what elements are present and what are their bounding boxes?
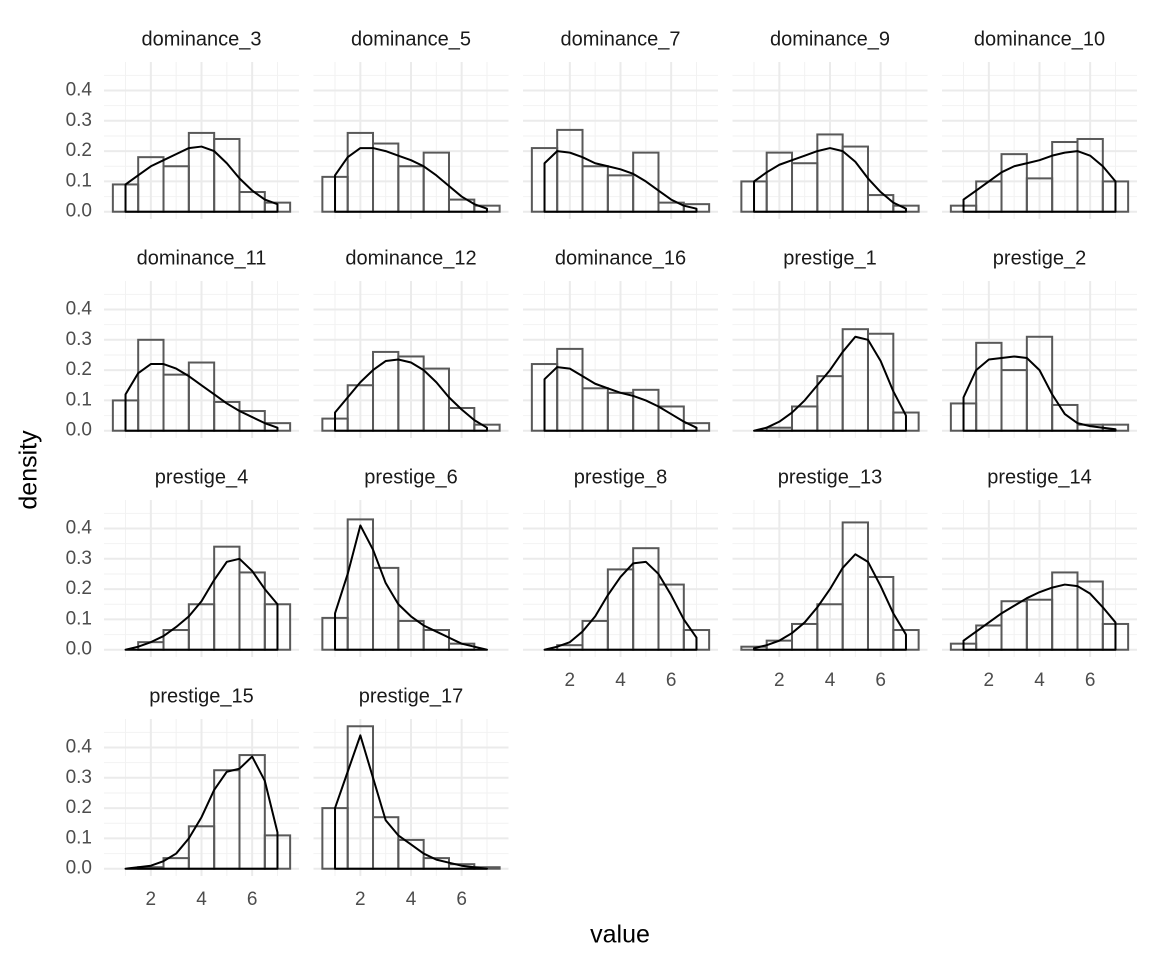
x-tick-label: 2 bbox=[774, 670, 785, 691]
strip-title: dominance_12 bbox=[345, 247, 476, 269]
panel: prestige_4 0.0 0.1 0.2 0.3 0.4 bbox=[66, 466, 299, 660]
y-tick-label: 0.4 bbox=[66, 299, 93, 320]
x-tick-label: 2 bbox=[984, 670, 995, 691]
y-tick-label: 0.1 bbox=[66, 827, 92, 848]
panel: dominance_7 bbox=[523, 28, 718, 219]
density-curve bbox=[334, 524, 488, 651]
y-tick-label: 0.0 bbox=[66, 201, 92, 222]
strip-title: prestige_8 bbox=[574, 466, 667, 488]
panel: dominance_16 bbox=[523, 247, 718, 438]
y-tick-label: 0.3 bbox=[66, 329, 92, 350]
panel: prestige_8 2 4 6 bbox=[523, 466, 718, 691]
density-curve bbox=[962, 583, 1117, 651]
panel: prestige_6 bbox=[313, 466, 509, 657]
density-curve bbox=[124, 755, 279, 870]
strip-title: prestige_6 bbox=[364, 466, 457, 488]
strip-title: prestige_1 bbox=[783, 247, 876, 269]
x-tick-label: 2 bbox=[565, 670, 576, 691]
density-curve bbox=[334, 358, 488, 432]
strip-title: dominance_10 bbox=[974, 28, 1105, 50]
y-tick-label: 0.1 bbox=[66, 170, 92, 191]
x-tick-label: 6 bbox=[1085, 670, 1096, 691]
density-curve bbox=[124, 363, 279, 432]
y-axis-title: density bbox=[15, 430, 43, 510]
density-curve bbox=[962, 355, 1117, 432]
density-curve bbox=[962, 150, 1117, 213]
panel: prestige_17 2 4 6 bbox=[313, 685, 509, 910]
x-tick-label: 4 bbox=[1034, 670, 1045, 691]
x-tick-label: 6 bbox=[666, 670, 677, 691]
panel: dominance_12 bbox=[313, 247, 509, 438]
y-tick-label: 0.2 bbox=[66, 359, 92, 380]
panel: prestige_15 2 4 6 0.0 0.1 0.2 0.3 0.4 bbox=[66, 685, 299, 910]
density-curve bbox=[543, 366, 698, 432]
density-curve bbox=[753, 335, 907, 432]
x-tick-label: 4 bbox=[196, 889, 207, 910]
strip-title: prestige_13 bbox=[778, 466, 883, 488]
strip-title: prestige_4 bbox=[155, 466, 248, 488]
panel: prestige_2 bbox=[942, 247, 1137, 438]
density-curve bbox=[334, 734, 488, 870]
panel: dominance_10 bbox=[942, 28, 1137, 219]
x-tick-label: 6 bbox=[456, 889, 467, 910]
strip-title: prestige_17 bbox=[359, 685, 464, 707]
x-tick-label: 2 bbox=[146, 889, 157, 910]
density-curve bbox=[753, 147, 907, 213]
y-tick-label: 0.4 bbox=[66, 518, 93, 539]
x-tick-label: 6 bbox=[247, 889, 258, 910]
panel: prestige_13 2 4 6 bbox=[732, 466, 928, 691]
y-tick-label: 0.3 bbox=[66, 548, 92, 569]
strip-title: dominance_11 bbox=[137, 247, 267, 269]
x-tick-label: 6 bbox=[875, 670, 886, 691]
density-curve bbox=[543, 560, 698, 651]
density-curve bbox=[124, 145, 279, 213]
panel: dominance_5 bbox=[313, 28, 509, 219]
y-tick-label: 0.3 bbox=[66, 110, 92, 131]
panel: prestige_14 2 4 6 bbox=[942, 466, 1137, 691]
strip-title: dominance_9 bbox=[770, 28, 890, 50]
strip-title: dominance_5 bbox=[351, 28, 471, 50]
strip-title: dominance_16 bbox=[555, 247, 686, 269]
y-tick-label: 0.0 bbox=[66, 858, 92, 879]
strip-title: dominance_7 bbox=[560, 28, 680, 50]
strip-title: prestige_2 bbox=[993, 247, 1086, 269]
y-tick-label: 0.0 bbox=[66, 639, 92, 660]
y-tick-label: 0.3 bbox=[66, 767, 92, 788]
y-tick-label: 0.2 bbox=[66, 140, 92, 161]
x-axis-title: value bbox=[590, 921, 650, 949]
y-tick-label: 0.2 bbox=[66, 797, 92, 818]
panel: dominance_3 0.0 0.1 0.2 0.3 0.4 bbox=[66, 28, 299, 222]
strip-title: prestige_15 bbox=[149, 685, 254, 707]
panel: dominance_11 0.0 0.1 0.2 0.3 0.4 bbox=[66, 247, 299, 441]
strip-title: prestige_14 bbox=[987, 466, 1092, 488]
y-tick-label: 0.4 bbox=[66, 80, 93, 101]
x-tick-label: 4 bbox=[615, 670, 626, 691]
strip-title: dominance_3 bbox=[141, 28, 261, 50]
x-tick-label: 2 bbox=[355, 889, 366, 910]
y-tick-label: 0.1 bbox=[66, 389, 92, 410]
density-curve bbox=[334, 147, 488, 213]
y-tick-label: 0.0 bbox=[66, 420, 92, 441]
y-tick-label: 0.2 bbox=[66, 578, 92, 599]
y-tick-label: 0.4 bbox=[66, 737, 93, 758]
x-tick-label: 4 bbox=[825, 670, 836, 691]
density-curve bbox=[543, 150, 698, 213]
density-curve bbox=[124, 557, 279, 651]
panel: dominance_9 bbox=[732, 28, 928, 219]
y-tick-label: 0.1 bbox=[66, 608, 92, 629]
x-tick-label: 4 bbox=[406, 889, 417, 910]
density-curve bbox=[753, 553, 907, 651]
panel: prestige_1 bbox=[732, 247, 928, 438]
